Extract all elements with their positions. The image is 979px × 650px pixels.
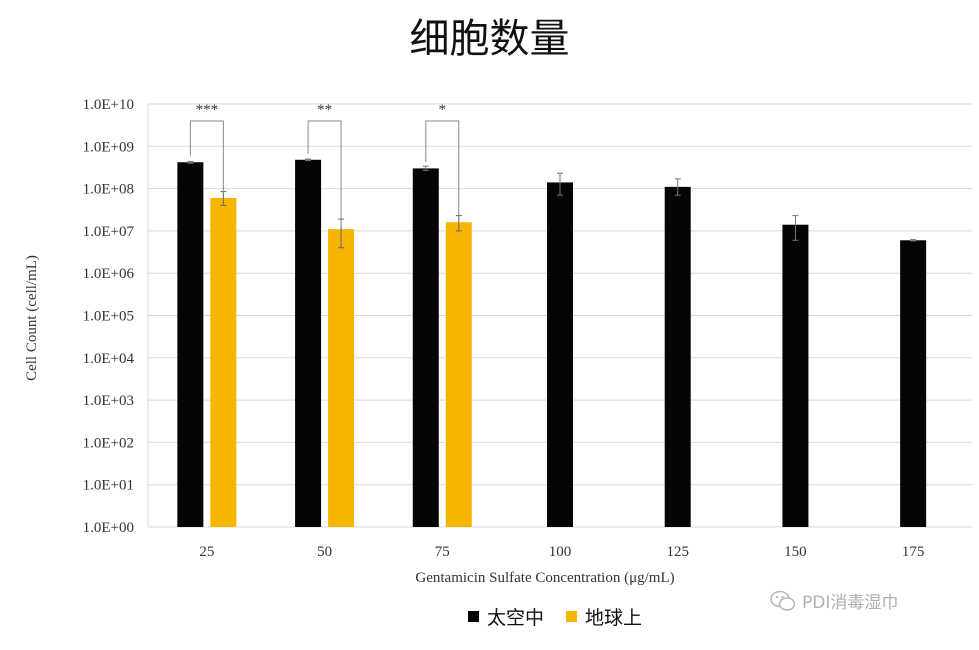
x-tick-label: 50 xyxy=(317,544,332,560)
legend-item-space: 太空中 xyxy=(468,603,544,630)
x-tick-label: 150 xyxy=(784,544,807,560)
y-tick-label: 1.0E+00 xyxy=(83,520,134,536)
y-tick-label: 1.0E+04 xyxy=(83,351,135,367)
legend-label-space: 太空中 xyxy=(487,607,545,629)
bar-earth-50 xyxy=(328,229,355,527)
y-tick-label: 1.0E+06 xyxy=(83,266,135,282)
x-tick-label: 100 xyxy=(549,544,572,560)
significance-bracket xyxy=(425,120,460,219)
significance-bracket xyxy=(307,120,342,226)
bar-space-50 xyxy=(295,159,322,527)
legend: 太空中 地球上 xyxy=(468,603,664,630)
bar-earth-75 xyxy=(445,222,472,527)
bar-space-25 xyxy=(177,162,204,527)
y-tick-label: 1.0E+09 xyxy=(83,139,134,155)
x-tick-label: 75 xyxy=(435,544,450,560)
x-axis-label: Gentamicin Sulfate Concentration (μg/mL) xyxy=(415,570,674,586)
watermark: PDI消毒湿巾 xyxy=(770,588,898,613)
bar-space-75 xyxy=(412,168,439,527)
legend-item-earth: 地球上 xyxy=(566,603,642,630)
significance-label: * xyxy=(439,102,447,118)
y-axis-label: Cell Count (cell/mL) xyxy=(24,255,40,381)
significance-bracket xyxy=(189,120,224,194)
significance-label: *** xyxy=(196,102,219,118)
bars xyxy=(177,158,927,528)
y-tick-label: 1.0E+07 xyxy=(83,224,135,240)
y-tick-label: 1.0E+10 xyxy=(83,97,134,113)
legend-label-earth: 地球上 xyxy=(585,607,643,629)
wechat-icon xyxy=(770,590,796,611)
watermark-text: PDI消毒湿巾 xyxy=(802,593,899,613)
bar-space-100 xyxy=(547,182,573,528)
legend-swatch-earth xyxy=(566,611,578,622)
y-axis-ticks: 1.0E+00 1.0E+01 1.0E+02 1.0E+03 1.0E+04 1.0E+… xyxy=(83,97,135,536)
significance-label: ** xyxy=(317,102,332,118)
bar-space-125 xyxy=(664,186,691,527)
x-axis-ticks: 25 50 75 100 125 150 175 xyxy=(199,544,924,560)
bar-space-175 xyxy=(900,240,927,528)
x-tick-label: 125 xyxy=(666,544,689,560)
x-tick-label: 175 xyxy=(902,544,925,560)
y-tick-label: 1.0E+02 xyxy=(83,435,134,451)
y-tick-label: 1.0E+08 xyxy=(83,182,134,198)
y-tick-label: 1.0E+05 xyxy=(83,309,134,325)
bar-space-150 xyxy=(782,224,809,527)
chart-title: 细胞数量 xyxy=(409,16,570,62)
legend-swatch-space xyxy=(468,611,479,622)
bar-earth-25 xyxy=(210,197,237,528)
significance-annotations: *** ** * xyxy=(189,102,460,226)
y-tick-label: 1.0E+01 xyxy=(83,478,134,494)
y-tick-label: 1.0E+03 xyxy=(83,393,134,409)
x-tick-label: 25 xyxy=(199,544,214,560)
